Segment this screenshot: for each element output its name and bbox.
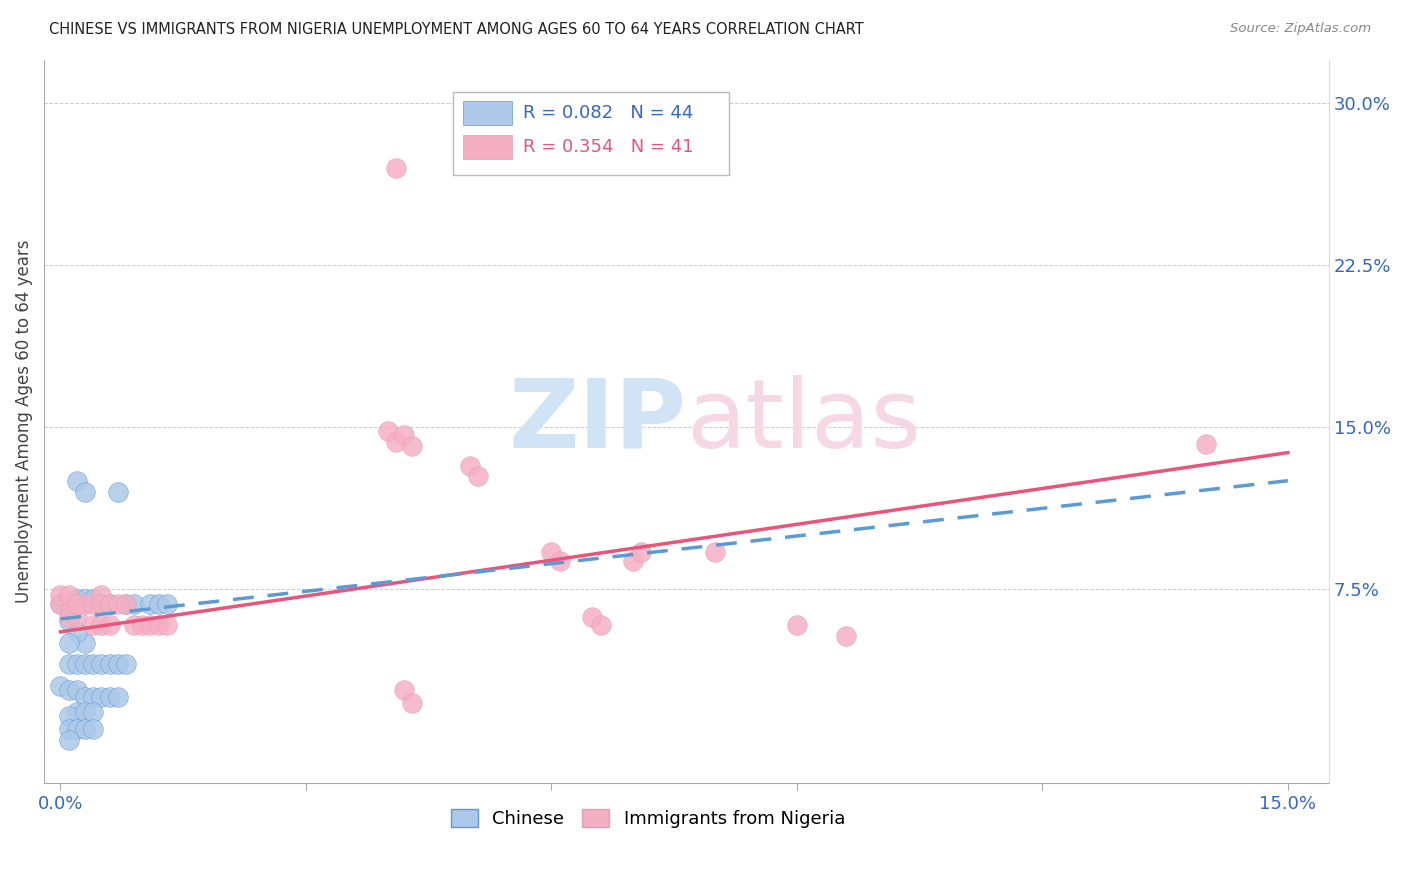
- Point: [704, 545, 727, 559]
- Point: [73, 657, 96, 672]
- Point: [73, 722, 96, 736]
- Point: [377, 424, 399, 438]
- Point: [115, 597, 138, 611]
- Point: [392, 428, 415, 442]
- Point: [401, 696, 423, 710]
- Point: [58, 635, 80, 649]
- Point: [82, 657, 104, 672]
- Point: [58, 614, 80, 628]
- Point: [66, 609, 89, 624]
- Point: [73, 705, 96, 719]
- Bar: [463, 135, 512, 160]
- Point: [122, 618, 145, 632]
- Point: [66, 474, 89, 488]
- Legend: Chinese, Immigrants from Nigeria: Chinese, Immigrants from Nigeria: [443, 802, 852, 836]
- Point: [58, 709, 80, 723]
- Text: CHINESE VS IMMIGRANTS FROM NIGERIA UNEMPLOYMENT AMONG AGES 60 TO 64 YEARS CORREL: CHINESE VS IMMIGRANTS FROM NIGERIA UNEMP…: [49, 22, 863, 37]
- Point: [73, 635, 96, 649]
- Point: [139, 618, 162, 632]
- Point: [548, 553, 571, 567]
- Bar: [463, 101, 512, 126]
- Point: [131, 618, 153, 632]
- Point: [835, 629, 858, 643]
- Point: [49, 597, 72, 611]
- Point: [1195, 437, 1218, 451]
- Point: [66, 592, 89, 607]
- Text: R = 0.354   N = 41: R = 0.354 N = 41: [523, 138, 695, 156]
- Point: [58, 683, 80, 698]
- Point: [58, 603, 80, 617]
- Point: [581, 609, 603, 624]
- Point: [82, 690, 104, 704]
- Point: [122, 597, 145, 611]
- Point: [385, 161, 408, 175]
- Point: [107, 690, 129, 704]
- Point: [90, 588, 112, 602]
- Point: [115, 597, 138, 611]
- Text: R = 0.082   N = 44: R = 0.082 N = 44: [523, 104, 693, 122]
- Point: [786, 618, 808, 632]
- FancyBboxPatch shape: [453, 92, 728, 176]
- Point: [49, 597, 72, 611]
- Point: [107, 597, 129, 611]
- Point: [73, 484, 96, 499]
- Point: [66, 657, 89, 672]
- Point: [90, 618, 112, 632]
- Point: [90, 657, 112, 672]
- Point: [58, 588, 80, 602]
- Point: [49, 588, 72, 602]
- Text: Source: ZipAtlas.com: Source: ZipAtlas.com: [1230, 22, 1371, 36]
- Point: [156, 618, 179, 632]
- Text: atlas: atlas: [686, 375, 921, 467]
- Point: [90, 597, 112, 611]
- Point: [82, 592, 104, 607]
- Point: [115, 657, 138, 672]
- Point: [58, 657, 80, 672]
- Point: [107, 484, 129, 499]
- Point: [82, 722, 104, 736]
- Point: [98, 657, 121, 672]
- Point: [66, 683, 89, 698]
- Point: [148, 618, 170, 632]
- Point: [73, 592, 96, 607]
- Point: [73, 597, 96, 611]
- Point: [82, 597, 104, 611]
- Point: [98, 618, 121, 632]
- Point: [90, 597, 112, 611]
- Point: [467, 469, 489, 483]
- Point: [98, 690, 121, 704]
- Point: [540, 545, 562, 559]
- Point: [90, 690, 112, 704]
- Point: [458, 458, 481, 473]
- Point: [66, 597, 89, 611]
- Point: [385, 434, 408, 449]
- Point: [58, 722, 80, 736]
- Point: [630, 545, 652, 559]
- Point: [589, 618, 612, 632]
- Point: [98, 597, 121, 611]
- Point: [139, 597, 162, 611]
- Y-axis label: Unemployment Among Ages 60 to 64 years: Unemployment Among Ages 60 to 64 years: [15, 240, 32, 603]
- Point: [58, 732, 80, 747]
- Text: ZIP: ZIP: [509, 375, 686, 467]
- Point: [156, 597, 179, 611]
- Point: [621, 553, 644, 567]
- Point: [98, 597, 121, 611]
- Point: [73, 690, 96, 704]
- Point: [148, 597, 170, 611]
- Point: [107, 657, 129, 672]
- Point: [82, 705, 104, 719]
- Point: [401, 439, 423, 453]
- Point: [66, 705, 89, 719]
- Point: [49, 679, 72, 693]
- Point: [392, 683, 415, 698]
- Point: [58, 597, 80, 611]
- Point: [66, 722, 89, 736]
- Point: [66, 624, 89, 639]
- Point: [82, 618, 104, 632]
- Point: [58, 609, 80, 624]
